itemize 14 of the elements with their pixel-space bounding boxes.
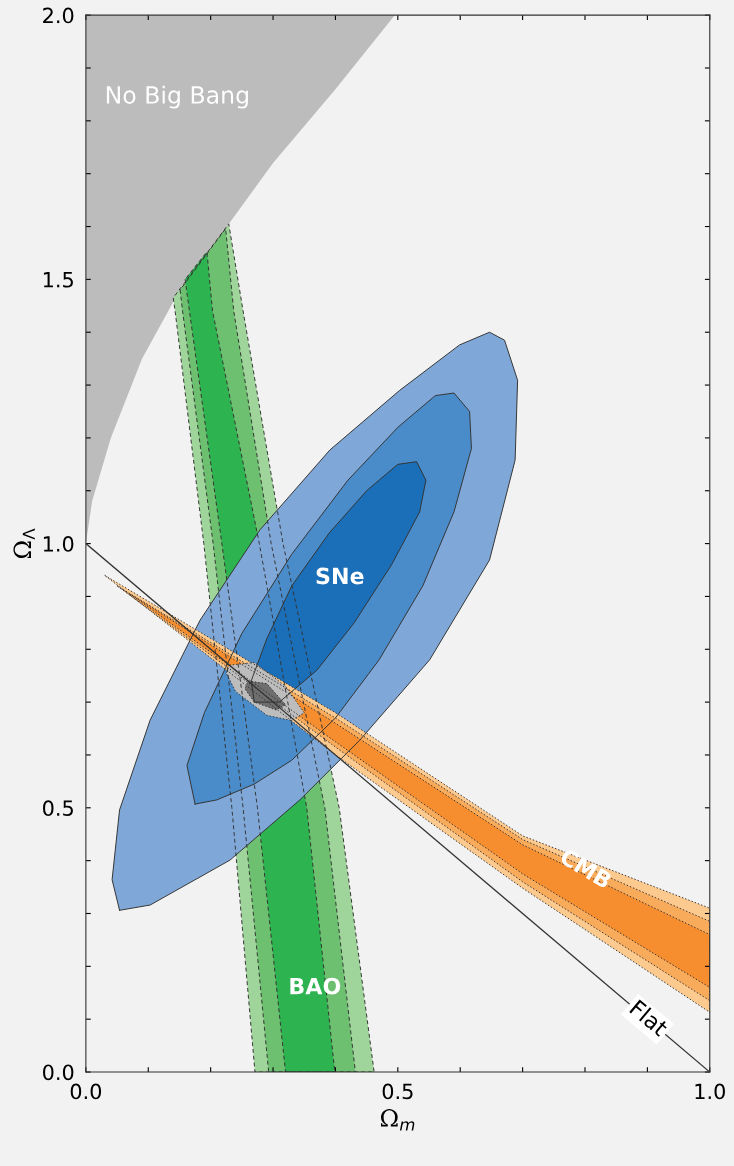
y-tick-label: 2.0 xyxy=(43,7,74,24)
y-axis-title: Ω$_{Λ}$ xyxy=(13,528,35,559)
annotation: No Big Bang xyxy=(106,85,248,109)
annotation: CMB xyxy=(558,847,613,890)
y-tick-label: 0.5 xyxy=(43,800,73,817)
y-tick-label: 1.5 xyxy=(43,272,73,288)
y-tick-label: 1.0 xyxy=(43,536,74,552)
annotation: BAO xyxy=(290,977,341,995)
y-tick-label: 0.0 xyxy=(43,1064,74,1081)
x-tick-label: 0.0 xyxy=(70,1083,102,1100)
annotation: SNe xyxy=(316,567,364,585)
x-axis-title: Ω$_{m}$ xyxy=(380,1109,415,1131)
x-tick-label: 1.0 xyxy=(695,1083,725,1100)
x-tick-label: 0.5 xyxy=(382,1083,413,1100)
